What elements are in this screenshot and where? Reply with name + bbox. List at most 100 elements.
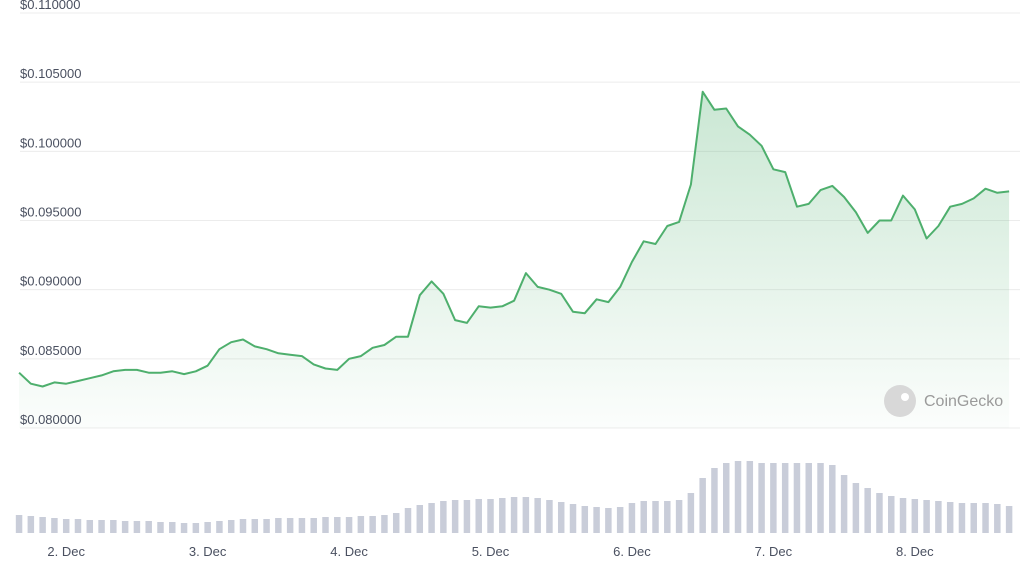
volume-bar bbox=[675, 500, 683, 533]
volume-bar bbox=[334, 517, 341, 533]
volume-bar bbox=[829, 465, 836, 533]
volume-bar bbox=[27, 516, 35, 533]
x-tick-label: 8. Dec bbox=[896, 544, 934, 559]
volume-bar bbox=[840, 475, 848, 533]
x-tick-label: 7. Dec bbox=[755, 544, 793, 559]
volume-bar bbox=[239, 519, 247, 533]
volume-bar bbox=[86, 520, 94, 533]
volume-bar bbox=[192, 523, 200, 533]
volume-bar bbox=[522, 497, 530, 533]
volume-bar bbox=[357, 516, 365, 533]
volume-bar bbox=[876, 493, 883, 533]
volume-bar bbox=[699, 478, 706, 533]
volume-bar bbox=[581, 506, 589, 533]
volume-bar bbox=[687, 493, 695, 533]
volume-bar bbox=[593, 507, 600, 533]
y-tick-label: $0.085000 bbox=[20, 343, 81, 358]
volume-bar bbox=[616, 507, 624, 533]
volume-bar bbox=[110, 520, 117, 533]
volume-bar bbox=[852, 483, 860, 533]
volume-bar bbox=[322, 517, 329, 533]
volume-bar bbox=[958, 503, 966, 533]
volume-bar bbox=[39, 517, 46, 533]
watermark: CoinGecko bbox=[884, 385, 1003, 417]
y-tick-label: $0.105000 bbox=[20, 66, 81, 81]
price-line bbox=[18, 90, 1010, 388]
x-tick-label: 5. Dec bbox=[472, 544, 510, 559]
volume-bar bbox=[392, 513, 400, 533]
volume-bar bbox=[793, 463, 801, 533]
volume-bar bbox=[652, 501, 659, 533]
y-tick-label: $0.080000 bbox=[20, 412, 81, 427]
volume-bar bbox=[475, 499, 482, 533]
volume-bar bbox=[923, 500, 930, 533]
volume-bar bbox=[817, 463, 824, 533]
volume-bar bbox=[546, 500, 553, 533]
volume-bar bbox=[251, 519, 259, 533]
x-tick-label: 3. Dec bbox=[189, 544, 227, 559]
volume-bar bbox=[286, 518, 294, 533]
volume-bar bbox=[404, 508, 412, 533]
volume-bar bbox=[994, 504, 1001, 533]
x-tick-label: 6. Dec bbox=[613, 544, 651, 559]
volume-bar bbox=[463, 500, 471, 533]
volume-bar bbox=[345, 517, 353, 533]
volume-bar bbox=[216, 521, 223, 533]
volume-bar bbox=[133, 521, 141, 533]
volume-bar bbox=[1005, 506, 1013, 533]
volume-bar bbox=[440, 501, 447, 533]
volume-bar bbox=[970, 503, 977, 533]
volume-bar bbox=[664, 501, 671, 533]
volume-bar bbox=[487, 499, 494, 533]
volume-bar bbox=[74, 519, 82, 533]
volume-bar bbox=[451, 500, 459, 533]
volume-bar bbox=[711, 468, 718, 533]
volume-bar bbox=[298, 518, 306, 533]
volume-bar bbox=[381, 515, 388, 533]
volume-bar bbox=[62, 519, 70, 533]
volume-bar bbox=[98, 520, 105, 533]
volume-bar bbox=[310, 518, 317, 533]
volume-bar bbox=[935, 501, 942, 533]
volume-bar bbox=[640, 501, 647, 533]
volume-bar bbox=[227, 520, 235, 533]
volume-bar bbox=[51, 518, 58, 533]
volume-bar bbox=[557, 502, 565, 533]
volume-bar bbox=[722, 463, 730, 533]
x-tick-label: 2. Dec bbox=[47, 544, 85, 559]
x-tick-label: 4. Dec bbox=[330, 544, 368, 559]
volume-bar bbox=[428, 503, 435, 533]
y-tick-label: $0.095000 bbox=[20, 205, 81, 220]
y-tick-label: $0.100000 bbox=[20, 135, 81, 150]
volume-bar bbox=[899, 498, 907, 533]
volume-bar bbox=[805, 463, 812, 533]
y-tick-label: $0.110000 bbox=[20, 0, 81, 12]
volume-bar bbox=[510, 497, 518, 533]
volume-bar bbox=[204, 522, 211, 533]
volume-bar bbox=[169, 522, 176, 533]
volume-bar bbox=[15, 515, 23, 533]
volume-bar bbox=[605, 508, 612, 533]
volume-bar bbox=[180, 523, 188, 533]
volume-bar bbox=[758, 463, 765, 533]
volume-bar bbox=[734, 461, 742, 533]
volume-bar bbox=[746, 461, 754, 533]
volume-bar bbox=[121, 521, 129, 533]
volume-bar bbox=[628, 503, 636, 533]
volume-bar bbox=[770, 463, 777, 533]
volume-bar bbox=[157, 522, 164, 533]
volume-bar bbox=[534, 498, 541, 533]
volume-bar bbox=[911, 499, 919, 533]
y-tick-label: $0.090000 bbox=[20, 274, 81, 289]
volume-bar bbox=[569, 504, 577, 533]
volume-bar bbox=[982, 503, 989, 533]
volume-bar bbox=[416, 505, 424, 533]
volume-bar bbox=[145, 521, 152, 533]
volume-bar bbox=[864, 488, 871, 533]
volume-bar bbox=[888, 496, 895, 533]
volume-bar bbox=[781, 463, 789, 533]
watermark-text: CoinGecko bbox=[924, 393, 1003, 410]
price-area bbox=[19, 91, 1010, 429]
volume-bar bbox=[263, 519, 270, 533]
